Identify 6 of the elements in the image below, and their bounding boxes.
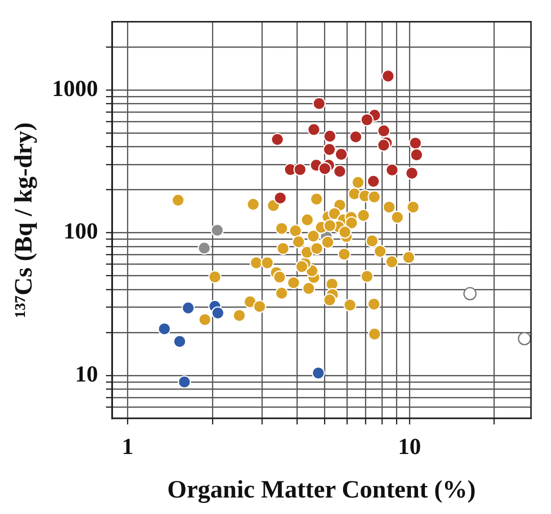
y-tick-label: 1000: [52, 76, 98, 101]
x-axis-title: Organic Matter Content (%): [167, 476, 476, 504]
x-tick-label: 1: [122, 434, 134, 460]
y-tick-label: 100: [64, 218, 98, 244]
y-tick-label: 10: [75, 361, 98, 386]
y-axis-title: ¹³⁷Cs (Bq / kg-dry): [10, 122, 38, 318]
